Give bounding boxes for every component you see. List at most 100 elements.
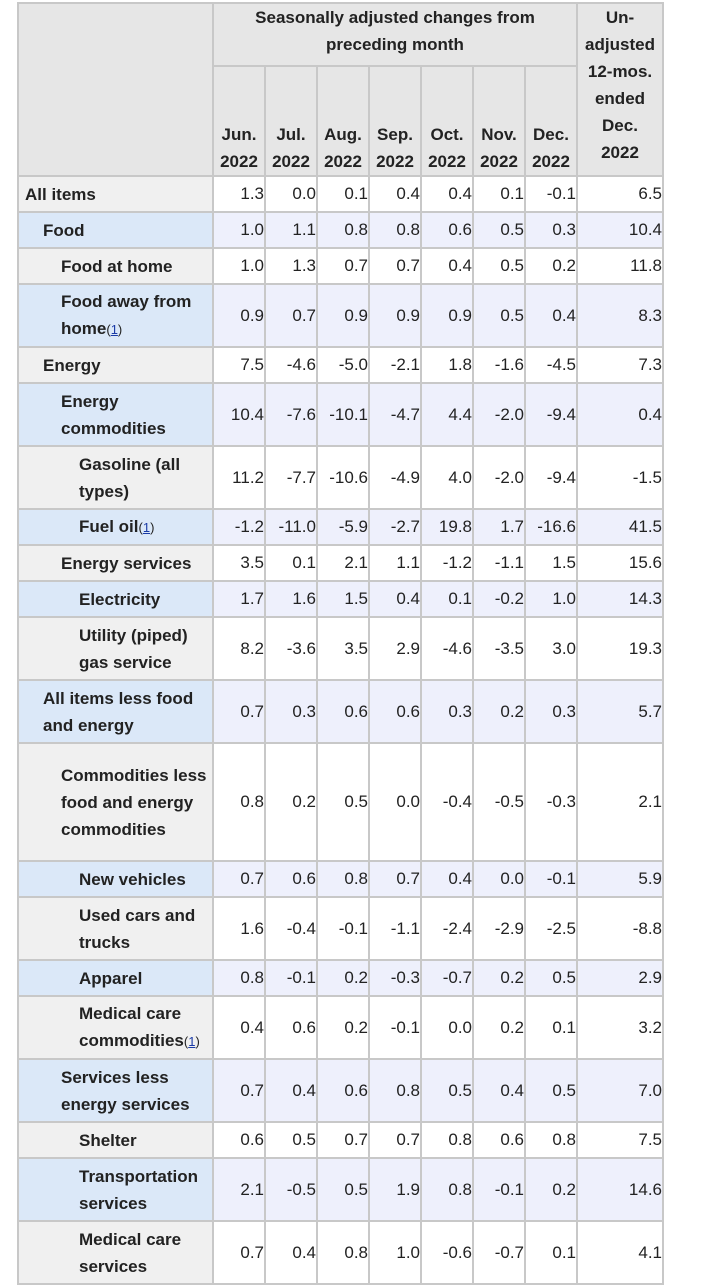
table-row: Food at home 1.0 1.3 0.7 0.7 0.4 0.5 0.2 11.8	[17, 247, 664, 285]
table-row: Medical care services 0.7 0.4 0.8 1.0 -0.6 -0.…	[17, 1220, 664, 1285]
year-label: 2022	[220, 152, 258, 171]
monthly-change-cell: -2.4	[420, 896, 474, 961]
table-row: Transportation services 2.1 -0.5 0.5 1.9 0.8-…	[17, 1157, 664, 1222]
monthly-change-cell: -10.6	[316, 445, 370, 510]
monthly-change-cell: 0.4	[420, 247, 474, 285]
row-label-text: Fuel oil	[79, 517, 139, 536]
monthly-change-cell: 0.4	[212, 995, 266, 1060]
monthly-change-cell: 0.8	[524, 1121, 578, 1159]
monthly-change-cell: 1.5	[316, 580, 370, 618]
monthly-change-cell: -1.2	[212, 508, 266, 546]
table-row: Electricity 1.7 1.6 1.5 0.4 0.1 -0.2 1.0 14.3	[17, 580, 664, 618]
monthly-change-cell: 1.3	[212, 175, 266, 213]
monthly-change-cell: -4.6	[264, 346, 318, 384]
row-label-text: All items	[25, 184, 96, 204]
monthly-change-cell: -0.1	[368, 995, 422, 1060]
row-label: Food away from home(1)	[17, 283, 214, 348]
monthly-change-cell: 0.8	[212, 742, 266, 862]
year-label: 2022	[324, 152, 362, 171]
monthly-change-cell: -1.1	[368, 896, 422, 961]
monthly-change-cell: 0.8	[420, 1157, 474, 1222]
month-header-aug: Aug. 2022	[316, 65, 370, 177]
monthly-change-cell: -4.6	[420, 616, 474, 681]
table-row: Used cars and trucks 1.6 -0.4 -0.1 -1.1 -2.4-…	[17, 896, 664, 961]
footnote-link[interactable]: 1	[110, 322, 118, 337]
monthly-change-cell: 0.7	[316, 1121, 370, 1159]
footnote-link[interactable]: 1	[142, 520, 151, 535]
monthly-change-cell: 2.1	[316, 544, 370, 582]
monthly-change-cell: 0.0	[472, 860, 526, 898]
monthly-change-cell: 0.4	[368, 580, 422, 618]
monthly-change-cell: 0.2	[472, 959, 526, 997]
monthly-change-cell: 1.5	[524, 544, 578, 582]
footnote-ref: (1)	[138, 520, 155, 535]
table-row: Apparel 0.8 -0.1 0.2 -0.3 -0.7 0.2 0.5 2.9	[17, 959, 664, 997]
monthly-change-cell: -9.4	[524, 382, 578, 447]
monthly-change-cell: 0.9	[420, 283, 474, 348]
unadjusted-12mo-cell: 4.1	[576, 1220, 664, 1285]
monthly-change-cell: 0.1	[524, 995, 578, 1060]
monthly-change-cell: 0.8	[212, 959, 266, 997]
monthly-change-cell: 0.0	[264, 175, 318, 213]
monthly-change-cell: 8.2	[212, 616, 266, 681]
monthly-change-cell: -16.6	[524, 508, 578, 546]
monthly-change-cell: 0.8	[368, 211, 422, 249]
unadjusted-12mo-cell: 7.5	[576, 1121, 664, 1159]
monthly-change-cell: 0.1	[420, 580, 474, 618]
monthly-change-cell: 0.0	[368, 742, 422, 862]
month-label: Nov.	[481, 125, 517, 144]
year-label: 2022	[272, 152, 310, 171]
monthly-change-cell: 0.2	[316, 959, 370, 997]
unadjusted-12mo-cell: 3.2	[576, 995, 664, 1060]
monthly-change-cell: 2.1	[212, 1157, 266, 1222]
table-row: All items 1.3 0.0 0.1 0.4 0.4 0.1 -0.1 6.5	[17, 175, 664, 213]
monthly-change-cell: 0.7	[212, 679, 266, 744]
row-label-text: Utility (piped) gas service	[79, 625, 188, 672]
monthly-change-cell: 0.6	[420, 211, 474, 249]
monthly-change-cell: 1.1	[368, 544, 422, 582]
footnote-ref: (1)	[106, 322, 123, 337]
monthly-change-cell: -0.5	[472, 742, 526, 862]
monthly-change-cell: -11.0	[264, 508, 318, 546]
row-label-text: Food	[43, 220, 85, 240]
monthly-change-cell: 1.0	[212, 211, 266, 249]
monthly-change-cell: 11.2	[212, 445, 266, 510]
monthly-change-cell: -0.1	[524, 175, 578, 213]
month-label: Aug.	[324, 125, 362, 144]
row-label: Medical care services	[17, 1220, 214, 1285]
monthly-change-cell: 0.7	[368, 860, 422, 898]
monthly-change-cell: 0.6	[316, 679, 370, 744]
header-corner-cell	[17, 2, 214, 177]
unadjusted-12mo-cell: 11.8	[576, 247, 664, 285]
row-label: Medical care commodities(1)	[17, 995, 214, 1060]
monthly-change-cell: 0.3	[524, 211, 578, 249]
monthly-change-cell: 0.8	[316, 1220, 370, 1285]
monthly-change-cell: 3.5	[212, 544, 266, 582]
footnote-link[interactable]: 1	[188, 1034, 196, 1049]
unadjusted-12mo-cell: 15.6	[576, 544, 664, 582]
unadjusted-12mo-cell: 7.0	[576, 1058, 664, 1123]
monthly-change-cell: 1.3	[264, 247, 318, 285]
monthly-change-cell: 0.7	[212, 1058, 266, 1123]
monthly-change-cell: -1.2	[420, 544, 474, 582]
table-row: Utility (piped) gas service 8.2 -3.6 3.5 2.9…	[17, 616, 664, 681]
row-label-text: Energy	[43, 355, 101, 375]
monthly-change-cell: -2.1	[368, 346, 422, 384]
row-label: Apparel	[17, 959, 214, 997]
monthly-change-cell: 0.3	[420, 679, 474, 744]
monthly-change-cell: 0.5	[472, 247, 526, 285]
unadjusted-12mo-cell: 5.7	[576, 679, 664, 744]
table-row: Fuel oil(1) -1.2 -11.0 -5.9 -2.7 19.8 1.7 -16.6…	[17, 508, 664, 546]
row-label-text: Shelter	[79, 1130, 137, 1150]
monthly-change-cell: 0.8	[368, 1058, 422, 1123]
unadjusted-header-line: Un-	[605, 8, 635, 27]
monthly-change-cell: -0.1	[524, 860, 578, 898]
monthly-change-cell: -7.7	[264, 445, 318, 510]
table-row: Medical care commodities(1) 0.4 0.6 0.2 -0.1…	[17, 995, 664, 1060]
row-label-text: Medical care services	[79, 1229, 182, 1276]
monthly-change-cell: 0.5	[316, 742, 370, 862]
monthly-change-cell: 0.5	[524, 1058, 578, 1123]
table-row: Services less energy services 0.7 0.4 0.6 0.…	[17, 1058, 664, 1123]
table-row: Energy 7.5 -4.6 -5.0 -2.1 1.8 -1.6 -4.5 7.3	[17, 346, 664, 384]
monthly-change-cell: 0.4	[420, 175, 474, 213]
